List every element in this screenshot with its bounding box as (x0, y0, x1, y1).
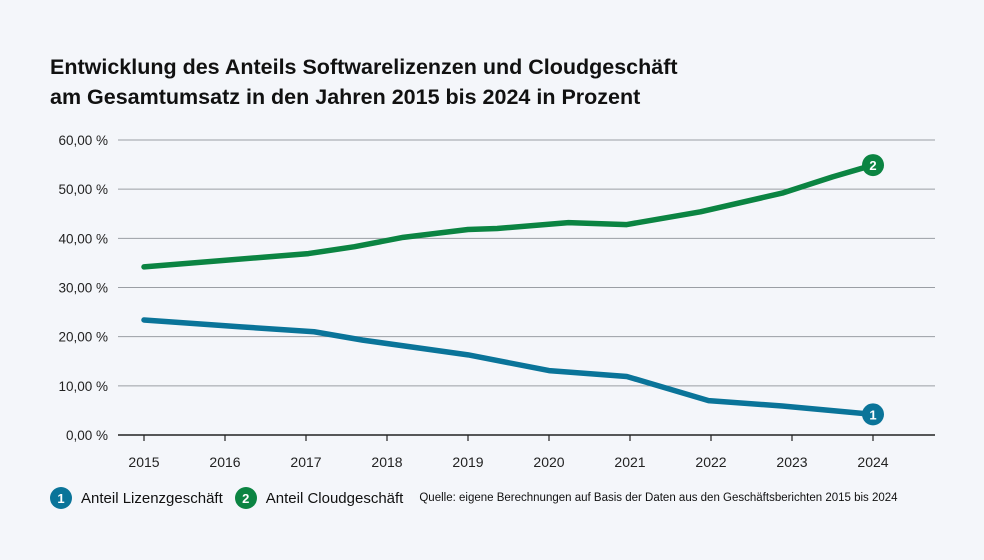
chart-title: Entwicklung des Anteils Softwarelizenzen… (50, 52, 678, 112)
series-marker-1-icon: 1 (50, 487, 72, 509)
y-tick-label: 10,00 % (58, 379, 108, 394)
x-tick-label: 2024 (857, 454, 888, 470)
x-tick-label: 2015 (128, 454, 159, 470)
x-tick-label: 2021 (614, 454, 645, 470)
chart-title-line-1: Entwicklung des Anteils Softwarelizenzen… (50, 55, 678, 79)
source-note: Quelle: eigene Berechnungen auf Basis de… (419, 492, 898, 504)
legend-item-cloud: 2 Anteil Cloudgeschäft (234, 487, 404, 509)
legend-label-cloud: Anteil Cloudgeschäft (265, 489, 404, 507)
legend-item-lizenz: 1 Anteil Lizenzgeschäft (50, 487, 223, 509)
series-end-label-1: 1 (869, 407, 876, 422)
series-line-1 (141, 317, 876, 418)
x-tick-label: 2019 (452, 454, 483, 470)
x-tick-label: 2022 (695, 454, 726, 470)
legend-label-lizenz: Anteil Lizenzgeschäft (81, 489, 223, 507)
series-line-2 (141, 162, 876, 270)
y-tick-label: 40,00 % (58, 231, 108, 246)
x-tick-label: 2018 (371, 454, 402, 470)
y-tick-label: 30,00 % (58, 281, 108, 296)
series-end-marker-1 (862, 403, 884, 426)
series-end-label-2: 2 (869, 158, 876, 173)
series-marker-2-icon: 2 (234, 487, 257, 509)
legend: 1 Anteil Lizenzgeschäft 2 Anteil Cloudge… (50, 487, 898, 509)
x-tick-label: 2016 (209, 454, 240, 470)
x-tick-label: 2020 (533, 454, 564, 470)
y-tick-label: 0,00 % (66, 428, 108, 443)
y-tick-label: 60,00 % (58, 133, 108, 148)
x-tick-label: 2023 (776, 454, 807, 470)
series-end-marker-2 (862, 154, 884, 177)
chart-title-line-2: am Gesamtumsatz in den Jahren 2015 bis 2… (50, 85, 641, 109)
y-tick-label: 20,00 % (58, 330, 108, 345)
x-tick-label: 2017 (290, 454, 321, 470)
y-tick-label: 50,00 % (58, 182, 108, 197)
